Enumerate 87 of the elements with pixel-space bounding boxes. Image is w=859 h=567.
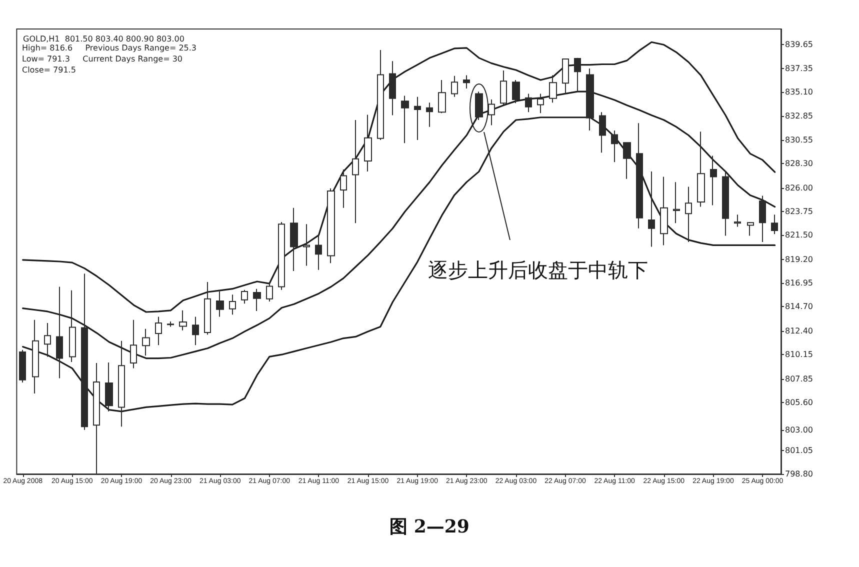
candlestick — [216, 290, 224, 318]
y-tick-label: 837.35 — [785, 64, 813, 73]
candlestick — [340, 168, 347, 208]
y-tick-label: 835.10 — [785, 88, 813, 97]
candlestick — [636, 122, 643, 229]
candlestick — [192, 316, 199, 346]
candlestick — [44, 322, 51, 358]
y-tick-label: 819.20 — [785, 254, 813, 264]
y-tick-label: 823.75 — [785, 207, 813, 216]
candlestick — [241, 289, 248, 304]
y-tick-label: 826.00 — [785, 183, 813, 192]
y-tick-label: 832.85 — [785, 111, 813, 120]
candlestick — [722, 171, 729, 236]
y-tick-label: 798.80 — [785, 470, 813, 478]
candlestick — [771, 214, 778, 235]
candlestick — [426, 102, 433, 128]
annotation: 逐步上升后收盘于中轨下 — [428, 258, 648, 282]
candlestick — [660, 176, 668, 246]
candlestick — [266, 282, 273, 302]
candlestick — [673, 182, 680, 224]
candlestick — [525, 93, 532, 113]
candlestick — [685, 186, 692, 243]
candlestick — [377, 50, 384, 140]
y-tick-label: 814.70 — [785, 302, 813, 312]
candlestick — [549, 74, 557, 104]
candlestick — [463, 74, 470, 89]
candlestick — [574, 57, 581, 92]
candlestick — [155, 316, 162, 346]
candlestick — [438, 80, 446, 114]
candlestick — [734, 214, 741, 228]
candlestick — [623, 142, 631, 180]
y-tick-label: 801.05 — [785, 446, 813, 455]
candlestick — [167, 320, 174, 328]
line-series — [22, 41, 776, 313]
candlestick — [56, 286, 63, 379]
candlestick — [352, 120, 359, 224]
y-tick-label: 810.15 — [785, 350, 813, 360]
candlestick — [451, 75, 458, 98]
y-tick-label: 803.00 — [785, 425, 813, 434]
candlestick — [710, 155, 717, 206]
y-tick-label: 830.55 — [785, 135, 813, 144]
candlestick — [315, 234, 322, 270]
annotation: Low= 791.3 Current Days Range= 30 — [22, 54, 182, 64]
candlestick — [327, 188, 335, 264]
candlestick — [537, 93, 544, 114]
candlestick — [278, 222, 285, 290]
annotation: High= 816.6 Previous Days Range= 25.3 — [22, 44, 197, 52]
candlestick — [130, 319, 137, 369]
candlestick — [118, 340, 125, 428]
y-tick-label: 828.30 — [785, 159, 813, 168]
candlestick — [512, 80, 520, 104]
y-tick-label: 816.95 — [785, 278, 813, 288]
annotation: Close= 791.5 — [22, 66, 76, 74]
candlestick — [475, 91, 483, 120]
candlestick — [229, 294, 236, 316]
candlestick — [562, 58, 569, 94]
candlestick — [648, 171, 655, 248]
candlestick — [32, 319, 39, 394]
y-tick-label: 812.40 — [785, 326, 813, 336]
y-tick-label: 821.50 — [785, 230, 813, 240]
text: GOLD,H1 801.50 803.40 800.90 803.00 — [23, 34, 184, 44]
candlestick — [69, 290, 76, 362]
candlestick — [401, 95, 409, 144]
y-tick-label: 805.60 — [785, 398, 813, 407]
candlestick — [204, 282, 211, 336]
candlestick — [697, 131, 705, 208]
candlestick — [303, 224, 310, 266]
candlestick — [290, 207, 298, 272]
y-tick-label: 839.65 — [785, 40, 813, 49]
candlestick — [19, 349, 26, 383]
candlestick — [253, 288, 261, 312]
candlestick — [81, 273, 88, 430]
y-tick-label: 807.85 — [785, 374, 813, 384]
candlestick — [586, 68, 594, 132]
caption: 图 2—29 — [390, 516, 470, 538]
line-series — [22, 116, 776, 412]
candlestick — [179, 310, 187, 331]
candlestick — [105, 362, 113, 412]
candlestick — [142, 328, 150, 356]
candlestick — [414, 96, 421, 140]
candlestick — [500, 70, 507, 106]
candlestick — [599, 112, 606, 154]
candlestick — [747, 222, 754, 236]
candlestick — [611, 130, 618, 163]
candlestick — [364, 114, 372, 172]
candlestick — [389, 60, 396, 116]
candlestick — [759, 195, 766, 243]
